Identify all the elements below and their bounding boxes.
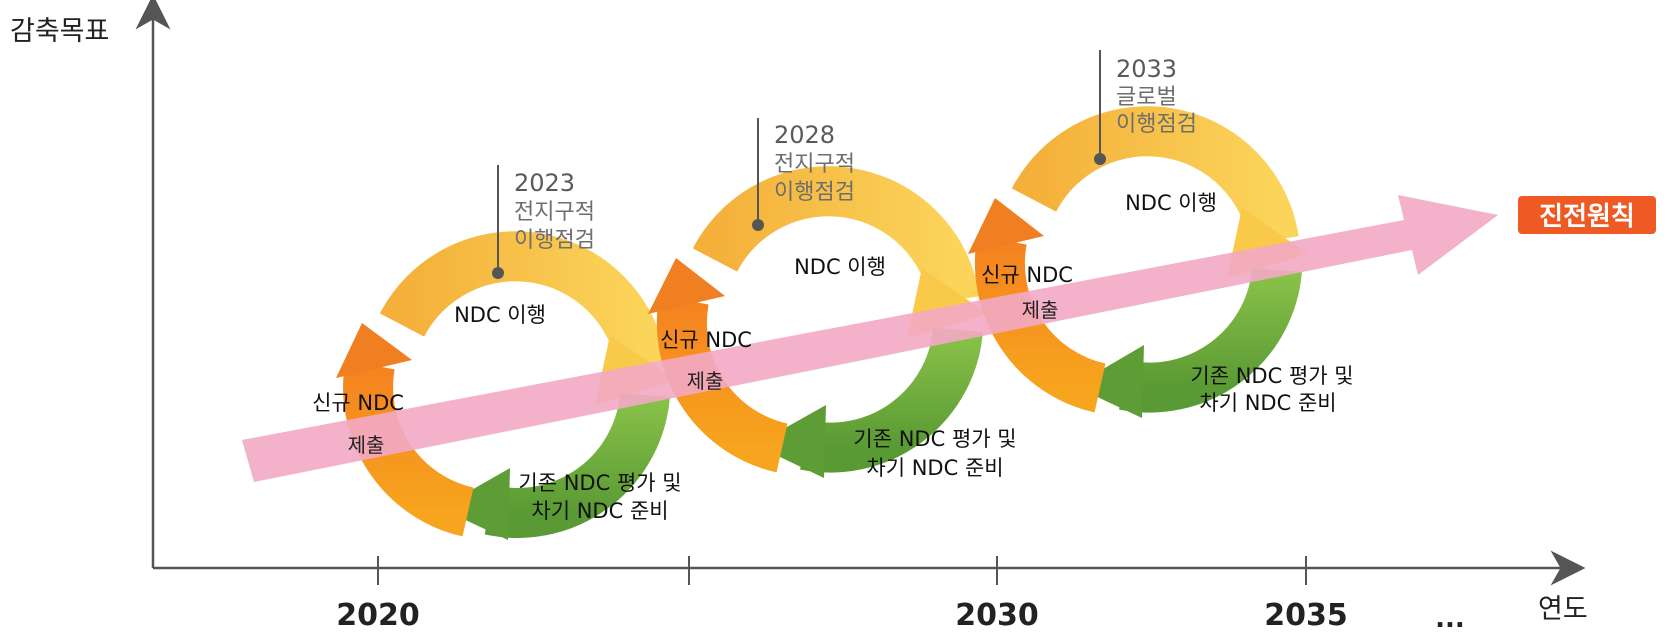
cycle2-submit-label-1: 신규 NDC — [660, 328, 752, 352]
ring-segment-implement — [379, 231, 667, 370]
x-tick-label: 2030 — [955, 598, 1039, 633]
checkpoint-line1: 글로벌 — [1116, 85, 1177, 110]
checkpoint-2033: 2033 글로벌 이행점검 — [1094, 50, 1197, 165]
cycle1-implement-label: NDC 이행 — [454, 303, 546, 327]
cycle2-submit-label-2: 제출 — [687, 369, 724, 393]
checkpoint-line2: 이행점검 — [514, 228, 595, 253]
ring-segment-evaluate — [1119, 267, 1302, 413]
x-axis-ellipsis: ... — [1435, 604, 1465, 633]
checkpoint-year: 2023 — [514, 169, 575, 197]
cycle2-evaluate-label-1: 기존 NDC 평가 및 — [853, 427, 1016, 451]
ring-segment-implement — [692, 166, 980, 305]
progress-label: 진전원칙 — [1539, 202, 1635, 232]
cycle1-evaluate-label-2: 차기 NDC 준비 — [531, 499, 668, 523]
checkpoint-2028: 2028 전지구적 이행점검 — [752, 118, 855, 231]
y-axis-title: 감축목표 — [10, 16, 109, 47]
checkpoint-dot — [1094, 153, 1106, 165]
cycle2-evaluate-label-2: 차기 NDC 준비 — [866, 456, 1003, 480]
ring-segment-submit — [656, 295, 789, 473]
x-axis-title: 연도 — [1538, 594, 1588, 625]
ring-arrowhead-submit — [648, 258, 725, 314]
cycle3-implement-label: NDC 이행 — [1125, 191, 1217, 215]
cycle1-submit-label-1: 신규 NDC — [312, 391, 404, 415]
ring-segment-submit — [343, 360, 475, 537]
cycle3-evaluate-label-1: 기존 NDC 평가 및 — [1190, 364, 1353, 388]
cycle3-evaluate-label-2: 차기 NDC 준비 — [1199, 391, 1336, 415]
progress-label-bg — [1518, 196, 1656, 234]
x-tick-label: 2035 — [1264, 598, 1348, 633]
cycle1-evaluate-label-1: 기존 NDC 평가 및 — [518, 471, 681, 495]
cycle3-submit-label-1: 신규 NDC — [981, 263, 1073, 287]
checkpoint-line1: 전지구적 — [774, 152, 855, 177]
ring-arrowhead-submit — [968, 198, 1044, 254]
ring-segment-implement — [1011, 106, 1299, 245]
ring-segment-evaluate — [800, 327, 983, 473]
cycle2-implement-label: NDC 이행 — [794, 255, 886, 279]
cycle3-submit-label-2: 제출 — [1022, 298, 1059, 322]
checkpoint-line1: 전지구적 — [514, 200, 595, 225]
checkpoint-line2: 이행점검 — [774, 180, 855, 205]
ndc-cycle-1 — [336, 231, 675, 540]
ring-arrowhead-evaluate — [440, 468, 510, 540]
ndc-cycle-3 — [968, 106, 1308, 418]
checkpoint-year: 2028 — [774, 121, 835, 149]
ring-segment-evaluate — [484, 392, 670, 538]
checkpoint-dot — [492, 267, 504, 279]
ring-segment-submit — [974, 235, 1107, 413]
checkpoint-dot — [752, 219, 764, 231]
ring-arrowhead-submit — [336, 323, 412, 378]
x-tick-label: 2020 — [336, 598, 420, 633]
checkpoint-year: 2033 — [1116, 55, 1177, 83]
progress-label-badge: 진전원칙 — [1518, 196, 1656, 234]
checkpoint-line2: 이행점검 — [1116, 112, 1197, 137]
cycle1-submit-label-2: 제출 — [348, 433, 385, 457]
checkpoint-2023: 2023 전지구적 이행점검 — [492, 165, 595, 279]
progress-arrow — [242, 195, 1498, 482]
ring-arrowhead-evaluate — [755, 405, 826, 478]
ring-arrowhead-evaluate — [1074, 345, 1144, 418]
